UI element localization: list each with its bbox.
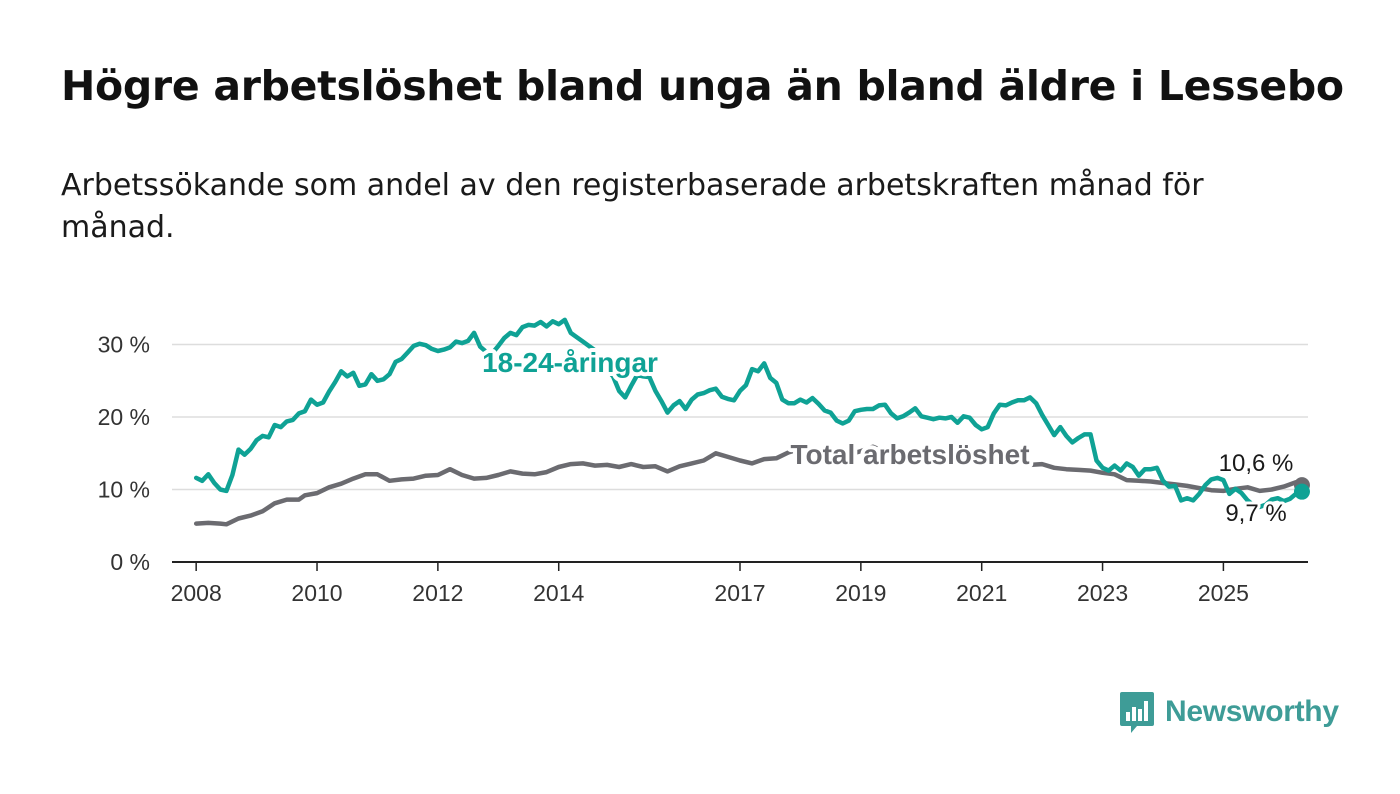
series-line [193,317,1305,510]
x-tick-label: 2014 [533,580,584,606]
x-tick-label: 2010 [291,580,342,606]
x-tick-label: 2017 [714,580,765,606]
axes: 0 % 10 % 20 % 30 % 2008 2010 2012 2014 2017 2019 2… [98,332,1308,606]
series-end-value-label: 9,7 % [1225,500,1286,527]
series-end-value-label: 10,6 % [1219,450,1294,477]
chart-subtitle: Arbetssökande som andel av den registerb… [61,168,1204,245]
series-line [193,444,1305,527]
series-labels: 18-24-åringar Total arbetslöshet 10,6 % 9,7… [478,343,1296,530]
x-tick-label: 2008 [171,580,222,606]
chart-title: Högre arbetslöshet bland unga än bland ä… [61,62,1344,110]
logo-text: Newsworthy [1165,695,1339,728]
x-tick-label: 2025 [1198,580,1249,606]
grid-lines [172,343,1308,491]
bar-chart-bubble-icon [1120,692,1154,733]
x-tick-label: 2021 [956,580,1007,606]
y-tick-label: 20 % [98,404,150,430]
series-end-point [1293,483,1310,500]
series-name-label: 18-24-åringar [482,347,658,378]
y-tick-label: 30 % [98,332,150,358]
x-tick-label: 2019 [835,580,886,606]
x-tick-label: 2012 [412,580,463,606]
y-tick-label: 0 % [110,549,150,575]
x-tick-label: 2023 [1077,580,1128,606]
newsworthy-logo: Newsworthy [1119,690,1339,734]
series-name-label: Total arbetslöshet [790,439,1029,470]
y-tick-label: 10 % [98,477,150,503]
series-lines [193,317,1310,527]
